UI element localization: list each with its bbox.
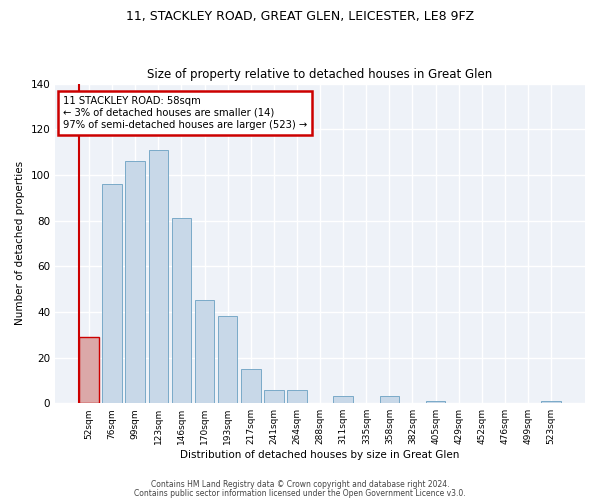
Bar: [264, 390, 284, 403]
Bar: [103, 184, 122, 403]
Bar: [334, 396, 353, 403]
Bar: [149, 150, 168, 403]
Bar: [426, 401, 445, 403]
Text: Contains public sector information licensed under the Open Government Licence v3: Contains public sector information licen…: [134, 488, 466, 498]
Text: Contains HM Land Registry data © Crown copyright and database right 2024.: Contains HM Land Registry data © Crown c…: [151, 480, 449, 489]
Text: 11, STACKLEY ROAD, GREAT GLEN, LEICESTER, LE8 9FZ: 11, STACKLEY ROAD, GREAT GLEN, LEICESTER…: [126, 10, 474, 23]
Bar: [125, 161, 145, 403]
Bar: [195, 300, 214, 403]
Bar: [287, 390, 307, 403]
Bar: [172, 218, 191, 403]
Bar: [218, 316, 238, 403]
Bar: [541, 401, 561, 403]
Y-axis label: Number of detached properties: Number of detached properties: [15, 162, 25, 326]
Title: Size of property relative to detached houses in Great Glen: Size of property relative to detached ho…: [148, 68, 493, 81]
Bar: [241, 369, 260, 403]
Bar: [380, 396, 399, 403]
Text: 11 STACKLEY ROAD: 58sqm
← 3% of detached houses are smaller (14)
97% of semi-det: 11 STACKLEY ROAD: 58sqm ← 3% of detached…: [63, 96, 307, 130]
Bar: [79, 337, 99, 403]
X-axis label: Distribution of detached houses by size in Great Glen: Distribution of detached houses by size …: [181, 450, 460, 460]
